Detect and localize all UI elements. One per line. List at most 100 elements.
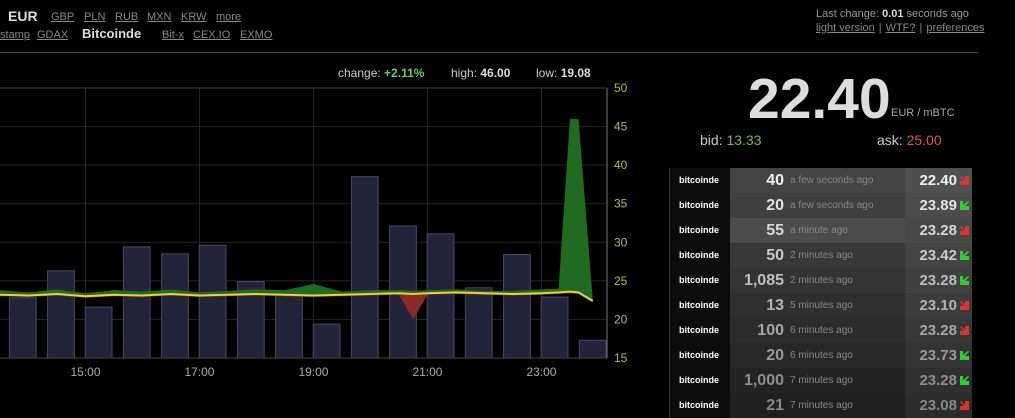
trend-cell: [957, 175, 972, 186]
volume-bar: [578, 339, 607, 359]
trade-price-cell: 23.89: [905, 193, 972, 218]
trades: bitcoinde 40 a few seconds ago 22.40 bitcoin…: [669, 168, 972, 418]
trade-exchange: bitcoinde: [669, 193, 730, 218]
trade-price: 23.28: [919, 222, 957, 239]
trade-price-cell: 23.42: [905, 243, 972, 268]
y-tick-label: 15: [614, 351, 628, 365]
exchange-link[interactable]: GDAX: [37, 29, 69, 41]
y-tick-label: 35: [614, 197, 628, 211]
trade-price: 23.73: [919, 347, 957, 364]
trade-row: bitcoinde 20 6 minutes ago 23.73: [669, 343, 972, 368]
value: 25.00: [906, 132, 942, 148]
stat-label: change:: [338, 66, 381, 80]
trade-row: bitcoinde 1,085 2 minutes ago 23.28: [669, 268, 972, 293]
exchange-link[interactable]: CEX.IO: [193, 29, 231, 41]
trade-info: 100 6 minutes ago: [730, 318, 905, 343]
y-tick-label: 50: [614, 81, 628, 95]
trade-time: 6 minutes ago: [790, 325, 853, 336]
value: 13.33: [726, 132, 762, 148]
trade-info: 1,000 7 minutes ago: [730, 368, 905, 393]
stat: change: +2.11%: [338, 66, 424, 80]
volume-bar: [161, 253, 189, 359]
trade-row: bitcoinde 100 6 minutes ago 23.28: [669, 318, 972, 343]
trade-info: 20 a few seconds ago: [730, 193, 905, 218]
trade-time: 7 minutes ago: [790, 375, 853, 386]
divider: [0, 52, 978, 53]
trade-time: a minute ago: [790, 225, 848, 236]
stat-value: +2.11%: [384, 66, 425, 80]
exchange-link[interactable]: EXMO: [240, 29, 273, 41]
stat-value: 19.08: [560, 66, 591, 80]
label: Last change:: [816, 8, 879, 20]
x-tick-label: 21:00: [412, 365, 442, 379]
trade-time: 2 minutes ago: [790, 250, 853, 261]
y-tick-label: 30: [614, 235, 628, 249]
price: 22.40: [748, 67, 891, 131]
trade-exchange: bitcoinde: [669, 168, 730, 193]
volume-bar: [8, 297, 37, 359]
trade-row: bitcoinde 55 a minute ago 23.28: [669, 218, 972, 243]
exchange-link[interactable]: stamp: [0, 29, 30, 41]
status-link[interactable]: preferences: [926, 22, 985, 34]
bid: bid: 13.33: [700, 132, 762, 148]
last-change: Last change: 0.01 seconds ago: [816, 8, 969, 20]
trend-arrow: [960, 301, 969, 310]
trade-time: 5 minutes ago: [790, 300, 853, 311]
trade-price-cell: 23.73: [905, 343, 972, 368]
chart: 15 20 25 30 35 40 45 50 15:00 17:00 19:00 21:00 23:0…: [0, 81, 628, 379]
trend-cell: [957, 250, 972, 261]
x-tick-label: 19:00: [298, 365, 328, 379]
currency-link[interactable]: GBP: [51, 11, 75, 23]
trade-row: bitcoinde 21 7 minutes ago 23.08: [669, 393, 972, 418]
volume-bar: [426, 233, 455, 359]
active-exchange: Bitcoinde: [82, 26, 142, 41]
trade-amount: 1,085: [743, 271, 784, 289]
trade-exchange: bitcoinde: [669, 343, 730, 368]
trend-arrow: [960, 276, 969, 285]
x-tick-label: 15:00: [70, 365, 100, 379]
trade-info: 21 7 minutes ago: [730, 393, 905, 418]
price-line: [0, 290, 594, 302]
trend-cell: [957, 300, 972, 311]
status-link[interactable]: WTF?: [885, 22, 916, 34]
trade-amount: 55: [766, 221, 784, 239]
currency-link[interactable]: RUB: [115, 11, 139, 23]
trade-time: 6 minutes ago: [790, 350, 853, 361]
separator: |: [919, 22, 923, 34]
trade-amount: 20: [766, 346, 784, 364]
ask: ask: 25.00: [877, 132, 942, 148]
trend-cell: [957, 325, 972, 336]
trade-time: a few seconds ago: [790, 200, 874, 211]
currency-link[interactable]: KRW: [181, 11, 207, 23]
currency-link[interactable]: more: [216, 11, 242, 23]
trade-price-cell: 23.08: [905, 393, 972, 418]
trade-row: bitcoinde 50 2 minutes ago 23.42: [669, 243, 972, 268]
status-link[interactable]: light version: [816, 22, 875, 34]
trade-info: 50 2 minutes ago: [730, 243, 905, 268]
trend-arrow: [960, 376, 969, 385]
trend-cell: [957, 225, 972, 236]
trade-price-cell: 23.28: [905, 218, 972, 243]
currency-link[interactable]: MXN: [147, 11, 172, 23]
label: bid:: [700, 132, 723, 148]
stat: low: 19.08: [536, 66, 591, 80]
trend-cell: [957, 375, 972, 386]
trade-amount: 13: [766, 296, 784, 314]
exchange-link[interactable]: Bit-x: [162, 29, 184, 41]
trade-row: bitcoinde 1,000 7 minutes ago 23.28: [669, 368, 972, 393]
trade-exchange: bitcoinde: [669, 393, 730, 418]
unit: EUR / mBTC: [891, 107, 955, 119]
volume-bar: [275, 294, 303, 359]
x-tick-label: 17:00: [184, 365, 214, 379]
trade-amount: 40: [766, 171, 784, 189]
page: EUR Last change: 0.01 seconds ago light …: [0, 8, 985, 418]
volume-bar: [540, 296, 569, 359]
trade-exchange: bitcoinde: [669, 243, 730, 268]
trend-arrow: [960, 176, 969, 185]
currency-link[interactable]: PLN: [84, 11, 106, 23]
trend-arrow: [960, 251, 969, 260]
trade-info: 40 a few seconds ago: [730, 168, 905, 193]
trade-info: 1,085 2 minutes ago: [730, 268, 905, 293]
trade-exchange: bitcoinde: [669, 268, 730, 293]
status-links: light version | WTF? | preferences: [816, 22, 984, 34]
